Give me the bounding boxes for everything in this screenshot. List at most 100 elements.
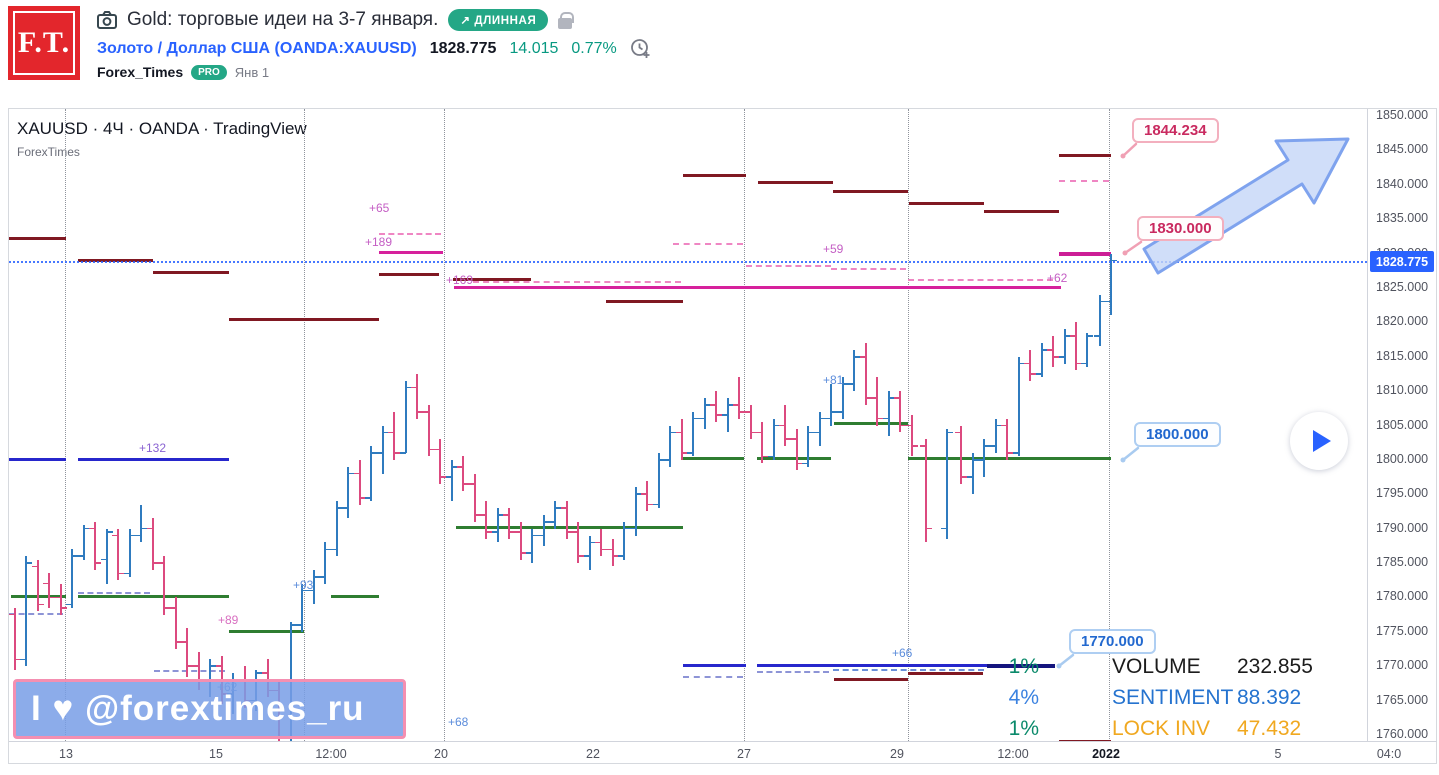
level-line: [154, 670, 225, 673]
ohlc-close-tick: [659, 459, 665, 461]
ohlc-bar: [589, 535, 591, 570]
ohlc-close-tick: [716, 414, 722, 416]
price-callout: 1800.000: [1134, 422, 1221, 447]
ohlc-open-tick: [699, 417, 705, 420]
stats-value: 47.432: [1237, 717, 1302, 740]
avatar[interactable]: F.T.: [8, 6, 80, 80]
profit-annotation: +81: [823, 373, 844, 387]
ohlc-close-tick: [153, 562, 159, 564]
level-line: [908, 457, 1111, 461]
ohlc-open-tick: [825, 417, 831, 420]
ohlc-open-tick: [848, 383, 854, 386]
ohlc-close-tick: [38, 603, 44, 606]
ohlc-close-tick: [509, 531, 515, 533]
direction-badge[interactable]: ↗ ДЛИННАЯ: [448, 9, 549, 31]
ohlc-open-tick: [124, 572, 130, 575]
ohlc-bar: [508, 508, 510, 539]
ohlc-bar: [960, 425, 962, 484]
ohlc-close-tick: [498, 514, 504, 516]
idea-title[interactable]: Gold: торговые идеи на 3-7 января.: [127, 9, 439, 30]
level-line: [683, 664, 746, 668]
level-line: [908, 278, 1053, 281]
symbol-link[interactable]: Золото / Доллар США (OANDA:XAUUSD): [97, 39, 417, 57]
logo-text: F.T.: [13, 11, 75, 75]
ohlc-close-tick: [854, 355, 860, 358]
ohlc-bar: [972, 453, 974, 495]
ohlc-close-tick: [49, 596, 55, 599]
ohlc-open-tick: [1081, 362, 1087, 365]
ohlc-close-tick: [1100, 300, 1106, 303]
plot-area[interactable]: XAUUSD · 4Ч · OANDA · TradingView ForexT…: [9, 109, 1367, 741]
callout-tail: [1123, 240, 1143, 255]
ohlc-open-tick: [687, 452, 693, 454]
ohlc-close-tick: [889, 397, 895, 399]
ohlc-bar: [995, 418, 997, 453]
ohlc-open-tick: [469, 483, 475, 485]
ohlc-open-tick: [457, 465, 463, 468]
ohlc-bar: [623, 521, 625, 560]
level-line: [757, 671, 829, 674]
ohlc-bar: [1041, 342, 1043, 378]
ohlc-close-tick: [532, 534, 538, 537]
price-axis-label: 1800.000: [1376, 451, 1429, 466]
price-axis-label: 1820.000: [1376, 314, 1429, 329]
ohlc-open-tick: [181, 641, 187, 643]
add-alert-clock-icon[interactable]: [630, 38, 651, 59]
ohlc-open-tick: [1047, 349, 1053, 351]
snapshot-camera-icon: [97, 11, 117, 29]
ohlc-open-tick: [135, 534, 141, 537]
price-axis-label: 1760.000: [1376, 727, 1429, 742]
ohlc-close-tick: [302, 589, 308, 592]
price-callout: 1830.000: [1137, 216, 1224, 241]
ohlc-bar: [140, 504, 142, 543]
ohlc-close-tick: [996, 424, 1002, 427]
ohlc-open-tick: [595, 541, 601, 544]
ohlc-bar: [577, 521, 579, 564]
ohlc-close-tick: [210, 665, 216, 668]
ohlc-bar: [336, 501, 338, 557]
ohlc-open-tick: [710, 404, 716, 406]
ohlc-bar: [416, 373, 418, 419]
ohlc-close-tick: [176, 641, 182, 643]
level-line: [683, 174, 746, 178]
ohlc-open-tick: [745, 410, 751, 413]
time-axis-label: 5: [1274, 747, 1282, 761]
ohlc-close-tick: [1030, 373, 1036, 375]
idea-header: F.T. Gold: торговые идеи на 3-7 января. …: [0, 0, 1439, 100]
ohlc-open-tick: [342, 507, 348, 509]
ohlc-close-tick: [164, 606, 170, 609]
ohlc-bar: [1086, 332, 1088, 368]
ohlc-bar: [983, 439, 985, 478]
ohlc-close-tick: [567, 531, 573, 533]
level-line: [746, 264, 831, 267]
level-line: [757, 457, 831, 461]
ohlc-close-tick: [647, 503, 653, 506]
ohlc-bar: [773, 418, 775, 460]
ohlc-bar: [152, 518, 154, 570]
ohlc-bar: [1110, 253, 1112, 316]
ohlc-close-tick: [973, 459, 979, 461]
ohlc-bar: [71, 549, 73, 608]
ohlc-open-tick: [1036, 373, 1042, 375]
level-line: [1059, 251, 1111, 256]
level-line: [984, 210, 1059, 214]
level-line: [9, 236, 66, 240]
ohlc-open-tick: [9, 613, 15, 616]
play-button[interactable]: [1290, 412, 1348, 470]
stats-row: 1% VOLUME 232.855: [994, 655, 1354, 686]
ohlc-close-tick: [118, 572, 124, 575]
stats-label: VOLUME: [1112, 655, 1201, 678]
callout-tail-dot: [1120, 153, 1126, 159]
level-line: [331, 595, 379, 599]
level-line: [833, 668, 984, 671]
author-link[interactable]: Forex_Times: [97, 64, 184, 80]
ohlc-open-tick: [147, 527, 153, 530]
ohlc-close-tick: [371, 452, 377, 454]
ohlc-bar: [359, 459, 361, 505]
ohlc-open-tick: [802, 462, 808, 465]
ohlc-open-tick: [365, 496, 371, 499]
ohlc-bar: [175, 597, 177, 650]
level-line: [78, 458, 229, 462]
price-axis-label: 1825.000: [1376, 279, 1429, 294]
ohlc-close-tick: [774, 424, 780, 427]
